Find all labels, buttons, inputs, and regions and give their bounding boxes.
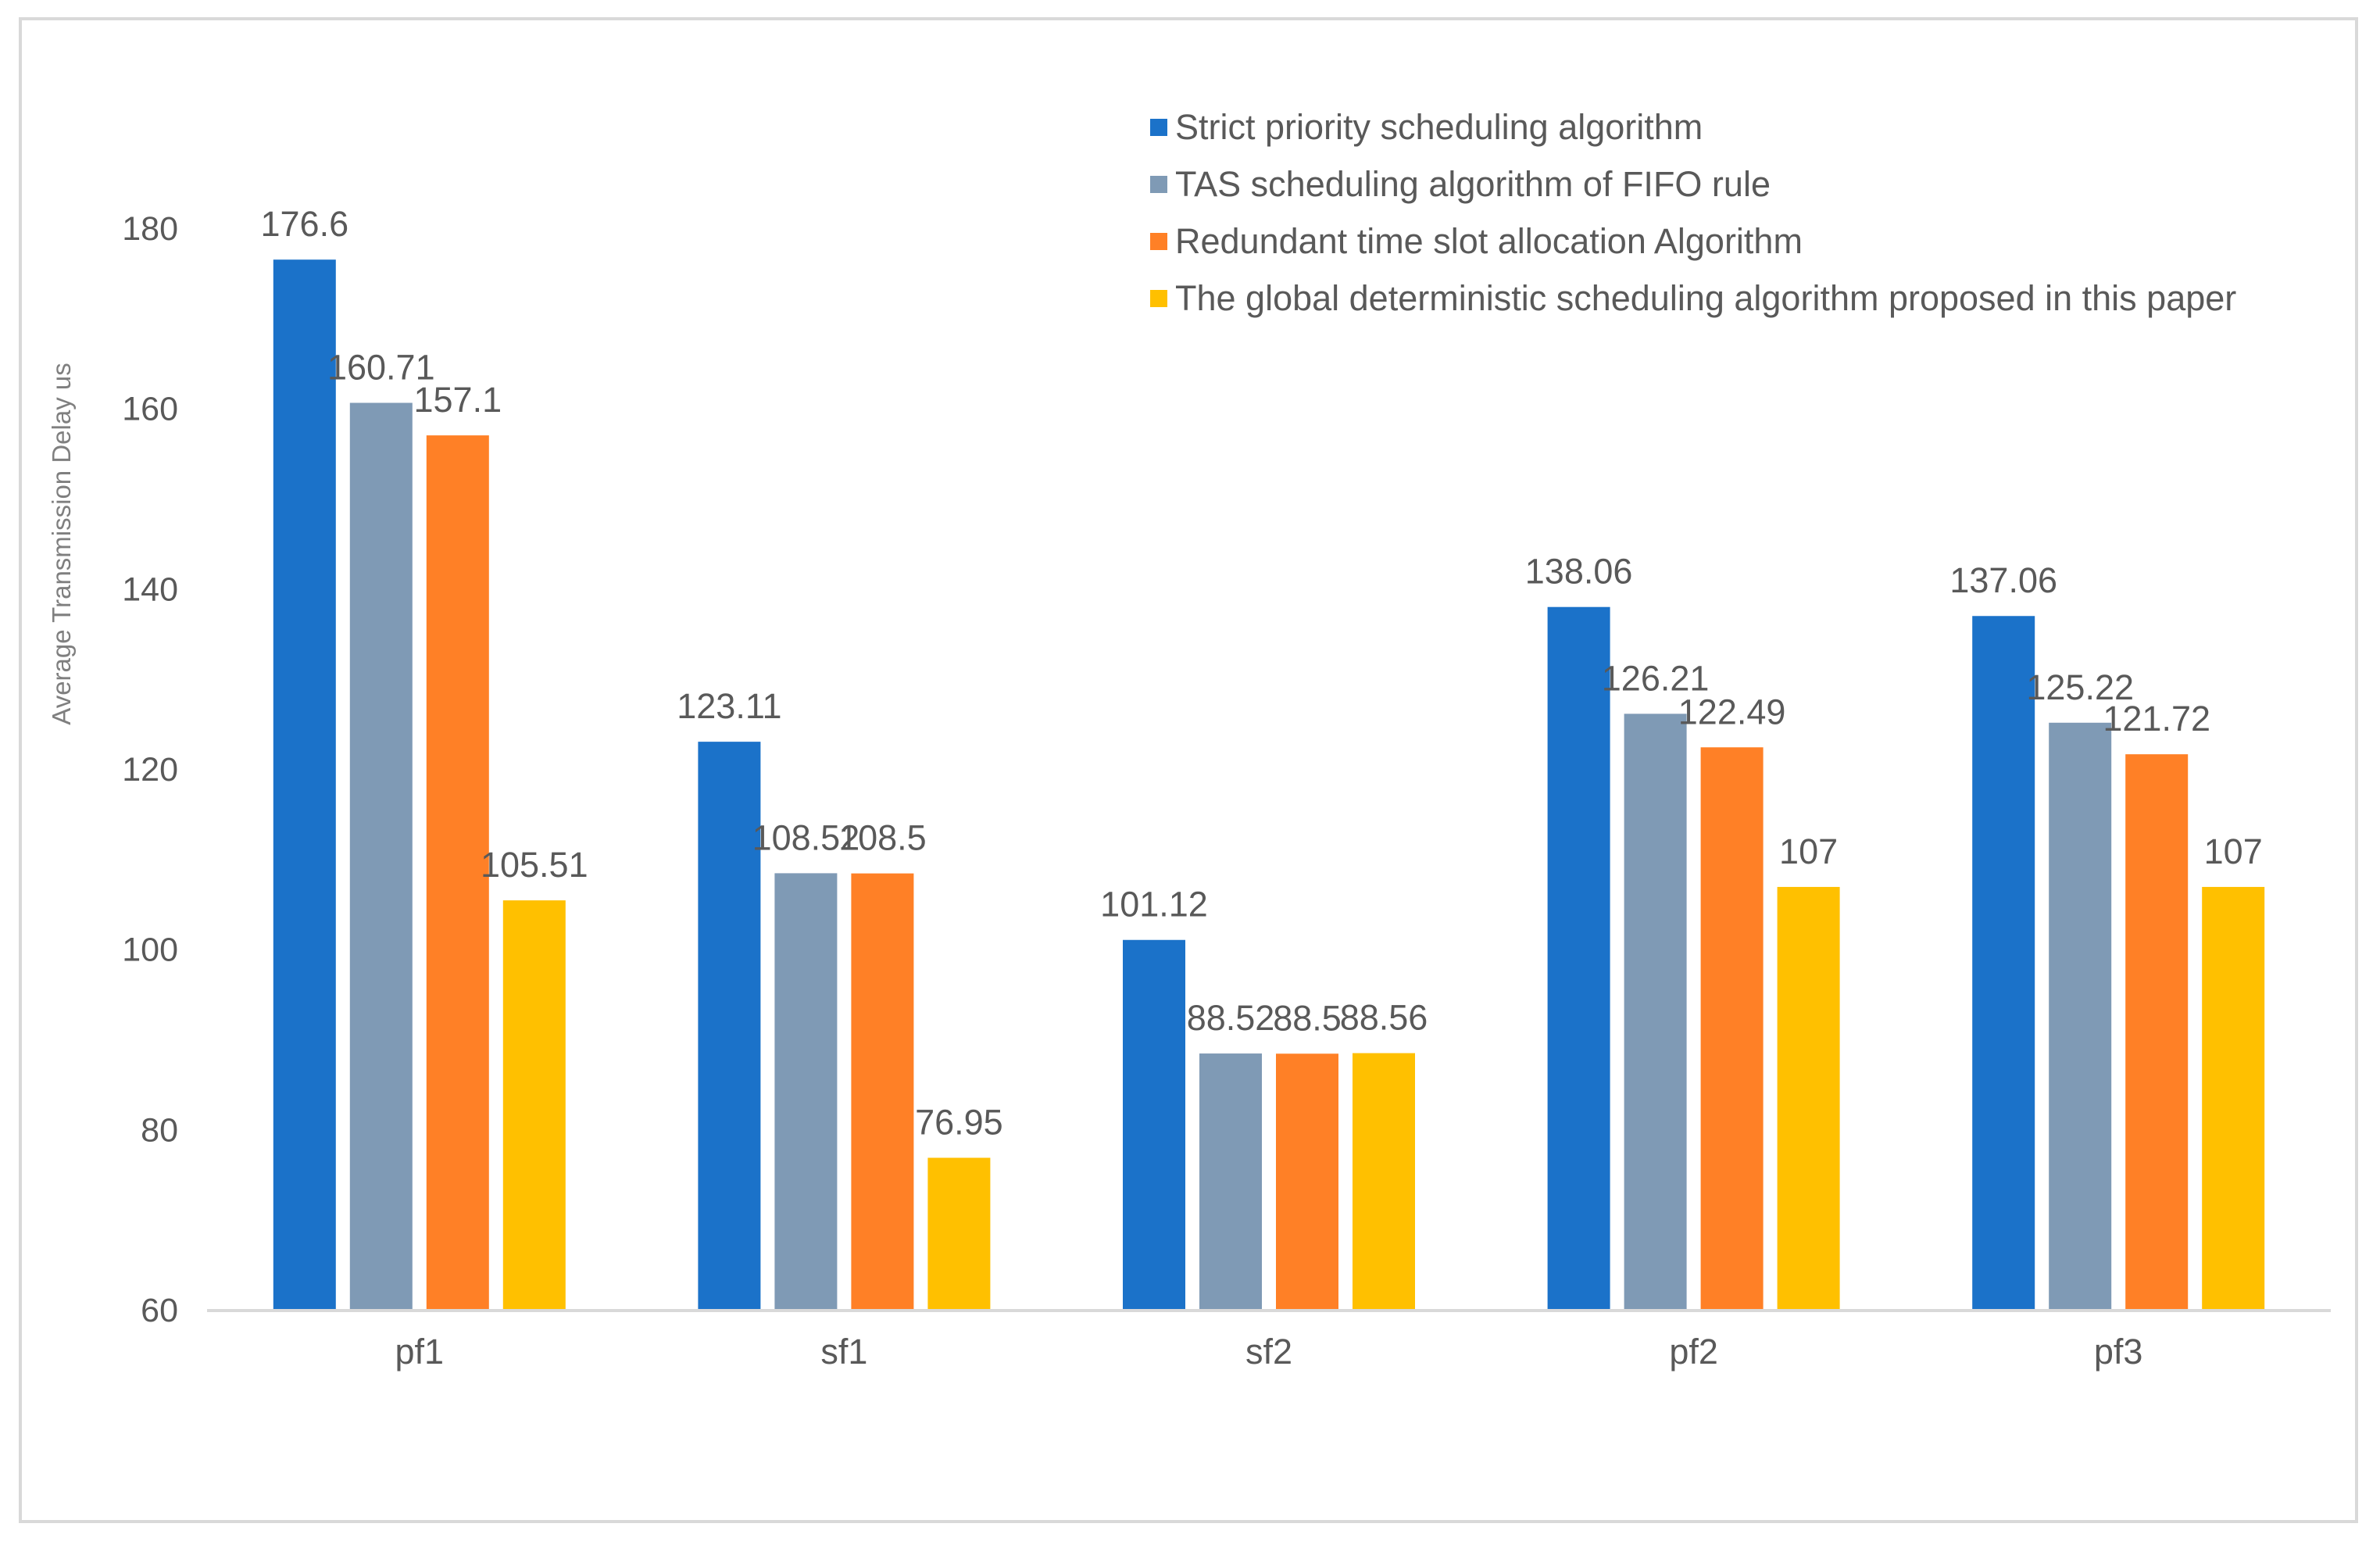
- bar-pf2-series-2: [1624, 713, 1687, 1311]
- x-tick-label-pf3: pf3: [2094, 1332, 2143, 1372]
- y-axis-tick-labels: 60 80 100 120 140 160 180: [122, 210, 178, 1329]
- bar-sf2-series-2: [1199, 1053, 1262, 1311]
- legend-swatch-redundant-slot: [1150, 232, 1167, 250]
- y-tick-label-180: 180: [122, 210, 178, 248]
- legend-item-strict-priority: Strict priority scheduling algorithm: [1150, 98, 2236, 156]
- legend-swatch-global-deterministic: [1150, 289, 1167, 307]
- bar-sf1-series-4: [927, 1157, 991, 1311]
- bar-pf3-series-1: [1972, 616, 2035, 1311]
- legend-label-strict-priority: Strict priority scheduling algorithm: [1175, 106, 1703, 147]
- data-label-sf1-series-1: 123.11: [677, 686, 781, 726]
- bar-pf1-series-3: [426, 435, 489, 1311]
- bar-sf1-series-1: [698, 742, 761, 1311]
- bar-sf1-series-3: [851, 873, 914, 1311]
- data-label-pf2-series-2: 126.21: [1602, 658, 1710, 698]
- x-tick-label-sf2: sf2: [1245, 1332, 1292, 1372]
- data-label-sf2-series-4: 88.56: [1340, 998, 1428, 1038]
- bar-sf2-series-4: [1353, 1053, 1415, 1311]
- data-label-pf3-series-3: 121.72: [2103, 699, 2210, 739]
- bar-pf3-series-2: [2049, 722, 2112, 1311]
- data-label-pf2-series-4: 107: [1779, 832, 1838, 871]
- bar-sf1-series-2: [774, 873, 838, 1311]
- y-tick-label-60: 60: [141, 1292, 178, 1329]
- y-axis-title: Average Transmission Delay us: [47, 363, 76, 725]
- x-tick-label-pf2: pf2: [1669, 1332, 1718, 1372]
- data-label-sf1-series-2: 108.52: [752, 817, 860, 857]
- data-label-pf2-series-1: 138.06: [1525, 552, 1633, 592]
- data-label-pf1-series-1: 176.6: [260, 204, 348, 244]
- bar-sf2-series-3: [1276, 1053, 1338, 1311]
- bar-pf1-series-2: [349, 402, 413, 1311]
- bar-sf2-series-1: [1123, 939, 1185, 1311]
- y-tick-label-80: 80: [141, 1111, 178, 1149]
- y-tick-label-140: 140: [122, 570, 178, 608]
- data-label-pf3-series-1: 137.06: [1949, 560, 2057, 600]
- data-label-sf2-series-2: 88.52: [1187, 998, 1275, 1038]
- x-tick-label-sf1: sf1: [820, 1332, 867, 1372]
- bar-marks: [273, 259, 2265, 1311]
- data-label-pf2-series-3: 122.49: [1678, 692, 1786, 731]
- data-label-pf3-series-4: 107: [2204, 832, 2263, 871]
- legend-label-tas-fifo: TAS scheduling algorithm of FIFO rule: [1175, 163, 1771, 204]
- bar-pf1-series-1: [273, 259, 336, 1311]
- legend-item-tas-fifo: TAS scheduling algorithm of FIFO rule: [1150, 156, 2236, 213]
- data-label-pf1-series-3: 157.1: [413, 380, 502, 420]
- data-label-sf1-series-3: 108.5: [838, 818, 927, 858]
- bar-pf3-series-3: [2125, 754, 2189, 1311]
- legend-label-redundant-slot: Redundant time slot allocation Algorithm: [1175, 220, 1803, 261]
- data-label-sf2-series-1: 101.12: [1100, 885, 1208, 924]
- data-label-pf3-series-2: 125.22: [2026, 667, 2134, 707]
- data-label-pf1-series-4: 105.51: [481, 845, 588, 885]
- y-tick-label-100: 100: [122, 932, 178, 969]
- bar-pf2-series-3: [1700, 747, 1764, 1311]
- legend-item-redundant-slot: Redundant time slot allocation Algorithm: [1150, 213, 2236, 270]
- x-tick-label-pf1: pf1: [395, 1332, 445, 1372]
- bar-pf2-series-1: [1547, 606, 1610, 1311]
- bar-pf2-series-4: [1777, 886, 1840, 1311]
- data-label-sf1-series-4: 76.95: [915, 1103, 1003, 1143]
- x-axis-category-labels: pf1 sf1 sf2 pf2 pf3: [395, 1332, 2143, 1372]
- chart-frame: [19, 17, 2358, 1523]
- legend-swatch-tas-fifo: [1150, 175, 1167, 193]
- legend-label-global-deterministic: The global deterministic scheduling algo…: [1175, 277, 2237, 318]
- legend: Strict priority scheduling algorithm TAS…: [1150, 98, 2236, 327]
- legend-item-global-deterministic: The global deterministic scheduling algo…: [1150, 270, 2236, 327]
- y-tick-label-160: 160: [122, 391, 178, 428]
- legend-swatch-strict-priority: [1150, 118, 1167, 136]
- y-tick-label-120: 120: [122, 751, 178, 789]
- data-label-sf2-series-3: 88.5: [1273, 998, 1342, 1038]
- bar-pf1-series-4: [502, 900, 566, 1311]
- bar-pf3-series-4: [2202, 886, 2265, 1311]
- data-label-pf1-series-2: 160.71: [327, 347, 435, 387]
